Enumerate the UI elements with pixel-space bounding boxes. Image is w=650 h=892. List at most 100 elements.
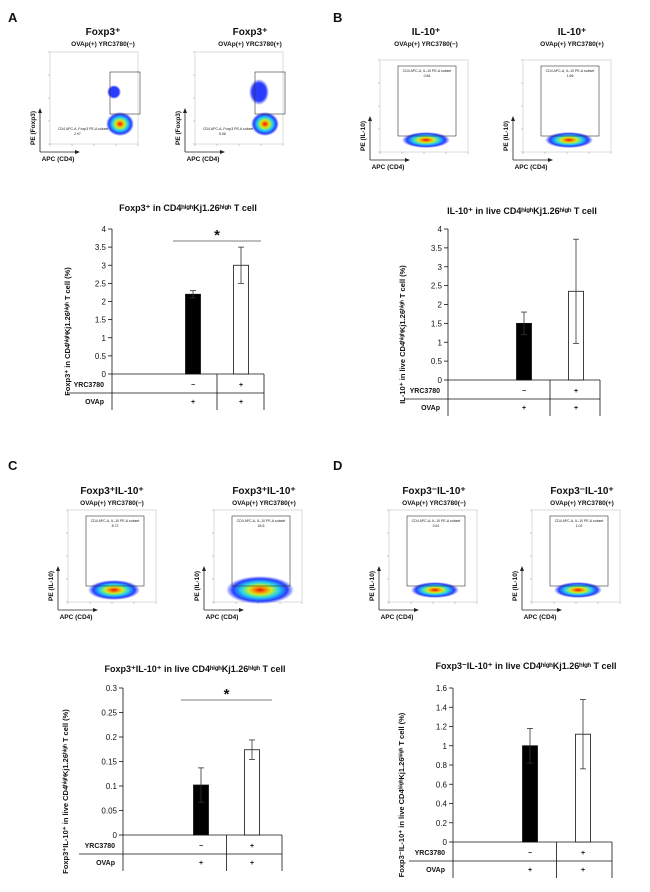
arrow-head-icon	[405, 158, 410, 162]
significance-star: *	[224, 686, 230, 703]
table-cell: +	[574, 405, 578, 412]
arrow-head-icon	[239, 608, 244, 612]
table-cell: +	[239, 382, 243, 389]
density-population	[107, 85, 121, 99]
y-tick-label: 1.5	[95, 316, 107, 325]
y-tick-label: 3.5	[431, 244, 443, 253]
flow-title: Foxp3⁺IL-10⁺	[232, 486, 295, 497]
gate-box	[85, 515, 145, 587]
gate-box	[254, 71, 286, 115]
density-population	[554, 582, 602, 598]
table-row-label: YRC3780	[410, 388, 440, 395]
y-tick-label: 0	[438, 376, 443, 385]
y-tick-label: 0	[102, 370, 107, 379]
gate-label: CD4 APC-A, IL-10 PE-A subset	[237, 519, 286, 523]
arrow-head-icon	[548, 158, 553, 162]
flow-x-label: APC (CD4)	[381, 614, 414, 621]
gate-box	[231, 515, 291, 587]
table-cell: +	[250, 860, 254, 867]
y-axis-label: Foxp3⁻IL-10⁺ in live CD4ʰⁱᵍʰKj1.26ʰⁱᵍʰ T…	[396, 712, 406, 877]
gate-value: 0.84	[424, 74, 431, 78]
bar-chart: Foxp3⁺IL-10⁺ in live CD4ʰⁱᵍʰKj1.26ʰⁱᵍʰ T…	[60, 663, 286, 874]
flow-y-label: PE (IL-10)	[369, 571, 376, 601]
density-population	[226, 576, 294, 604]
gate-box	[397, 65, 457, 137]
y-tick-label: 0.4	[436, 800, 448, 809]
flow-subtitle: OVAp(+) YRC3780(−)	[394, 41, 458, 48]
flow-subtitle: OVAp(+) YRC3780(+)	[218, 41, 282, 48]
table-row-label: OVAp	[426, 867, 445, 874]
table-row-label: OVAp	[85, 399, 104, 406]
flow-plot: Foxp3⁻IL-10⁺ OVAp(+) YRC3780(+) CD4 APC-A,…	[512, 486, 621, 621]
density-population	[249, 79, 269, 105]
bar	[185, 293, 201, 375]
flow-x-label: APC (CD4)	[187, 156, 220, 163]
flow-subtitle: OVAp(+) YRC3780(−)	[402, 500, 466, 507]
panel-letter: D	[333, 458, 342, 473]
flow-plot: Foxp3⁺ OVAp(+) YRC3780(+) CD4 APC-A, Foxp3…	[175, 27, 286, 163]
y-tick-label: 0.3	[106, 684, 118, 693]
flow-title: Foxp3⁻IL-10⁺	[402, 486, 465, 497]
arrow-head-icon	[414, 608, 419, 612]
chart-title: Foxp3⁺IL-10⁺ in live CD4ʰⁱᵍʰKj1.26ʰⁱᵍʰ T…	[104, 663, 285, 674]
flow-plot: Foxp3⁺ OVAp(+) YRC3780(−) CD4 APC-A, Foxp3…	[30, 27, 141, 163]
gate-value: 8.72	[112, 524, 119, 528]
arrow-head-icon	[38, 108, 42, 113]
y-tick-label: 1	[102, 334, 107, 343]
bar-chart: IL-10⁺ in live CD4ʰⁱᵍʰKj1.26ʰⁱᵍʰ T cell 0…	[397, 205, 601, 416]
y-axis-label: Foxp3⁺IL-10⁺ in live CD4ʰⁱᵍʰKj1.26ʰⁱᵍʰ T…	[60, 709, 70, 874]
gate-label: CD4 APC-A, Foxp3 PE-A subset	[58, 127, 108, 131]
flow-plot: Foxp3⁺IL-10⁺ OVAp(+) YRC3780(−) CD4 APC-A,…	[48, 486, 157, 621]
flow-x-label: APC (CD4)	[42, 156, 75, 163]
gate-value: 1.02	[576, 524, 583, 528]
bar-chart: Foxp3⁺ in CD4ʰⁱᵍʰKj1.26ʰⁱᵍʰ T cell 0 0.5 1 1…	[62, 202, 265, 410]
y-tick-label: 0.05	[101, 807, 117, 816]
table-cell: −	[191, 382, 195, 389]
y-tick-label: 2.5	[431, 282, 443, 291]
flow-y-label: PE (IL-10)	[512, 571, 519, 601]
panel-letter: B	[333, 10, 342, 25]
gate-value: 18.6	[258, 524, 265, 528]
flow-x-label: APC (CD4)	[206, 614, 239, 621]
table-cell: +	[581, 850, 585, 857]
table-cell: −	[522, 388, 526, 395]
y-tick-label: 0.8	[436, 761, 448, 770]
table-cell: +	[239, 399, 243, 406]
y-tick-label: 1.2	[436, 723, 448, 732]
arrow-head-icon	[557, 608, 562, 612]
flow-title: Foxp3⁺IL-10⁺	[80, 486, 143, 497]
arrow-head-icon	[93, 608, 98, 612]
flow-y-label: PE (IL-10)	[360, 121, 367, 151]
table-cell: +	[528, 867, 532, 874]
flow-title: Foxp3⁺	[233, 27, 268, 38]
y-tick-label: 1.4	[436, 703, 448, 712]
arrow-head-icon	[377, 566, 381, 571]
flow-x-label: APC (CD4)	[60, 614, 93, 621]
density-population	[88, 580, 140, 600]
gate-value: 1.66	[567, 74, 574, 78]
arrow-head-icon	[511, 116, 515, 121]
y-tick-label: 1.6	[436, 684, 448, 693]
table-row-label: OVAp	[96, 860, 115, 867]
arrow-head-icon	[56, 566, 60, 571]
gate-box	[549, 515, 609, 587]
y-tick-label: 0.15	[101, 758, 117, 767]
flow-x-label: APC (CD4)	[515, 164, 548, 171]
flow-title: Foxp3⁺	[86, 27, 121, 38]
flow-y-label: PE (IL-10)	[503, 121, 510, 151]
chart-title: Foxp3⁻IL-10⁺ in live CD4ʰⁱᵍʰKj1.26ʰⁱᵍʰ T…	[435, 660, 616, 671]
y-tick-label: 2	[102, 298, 107, 307]
bar	[244, 749, 260, 836]
table-cell: +	[250, 843, 254, 850]
gate-box	[406, 515, 466, 587]
y-tick-label: 0.6	[436, 780, 448, 789]
flow-title: IL-10⁺	[558, 27, 587, 38]
y-tick-label: 0.1	[106, 782, 118, 791]
gate-value: 5.56	[219, 132, 226, 136]
flow-title: Foxp3⁻IL-10⁺	[550, 486, 613, 497]
y-tick-label: 3	[102, 261, 107, 270]
gate-label: CD4 APC-A, IL-10 PE-A subset	[403, 69, 452, 73]
y-tick-label: 4	[102, 225, 107, 234]
flow-y-label: PE (IL-10)	[194, 571, 201, 601]
